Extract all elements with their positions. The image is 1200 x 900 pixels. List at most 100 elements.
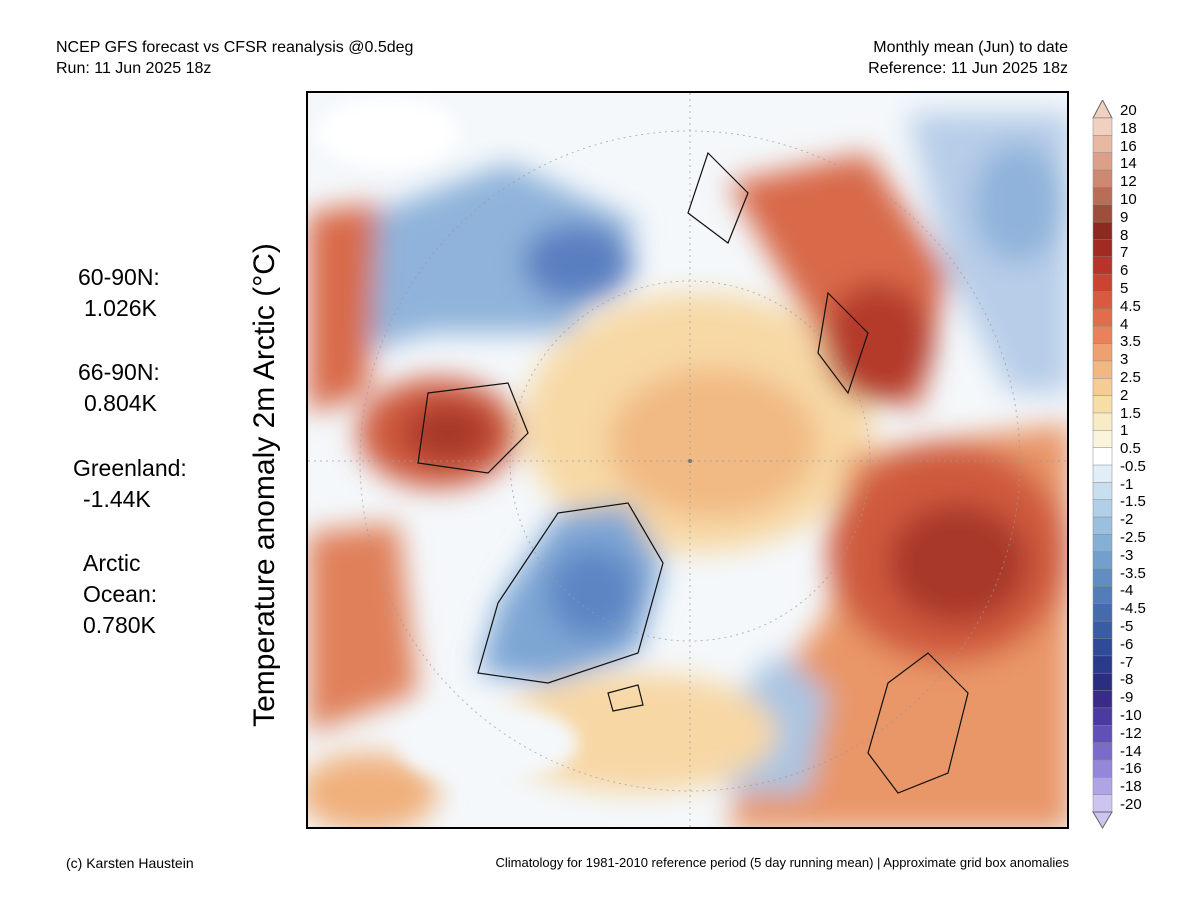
model-title: NCEP GFS forecast vs CFSR reanalysis @0.…	[56, 39, 414, 56]
period-title: Monthly mean (Jun) to date	[873, 39, 1068, 56]
colorbar-tick-label: 16	[1120, 137, 1137, 155]
colorbar-segment	[1092, 534, 1113, 553]
colorbar-tick-label: -4	[1120, 582, 1134, 600]
colorbar-segment	[1092, 169, 1113, 188]
stat-value: 0.780K	[83, 612, 156, 638]
colorbar-tick-label: -9	[1120, 689, 1134, 707]
colorbar-segment	[1092, 464, 1113, 483]
colorbar-tick-label: -18	[1120, 778, 1142, 796]
stat-greenland: Greenland: -1.44K	[73, 453, 187, 515]
colorbar-tick-label: 1	[1120, 422, 1129, 440]
colorbar-arrow-bottom	[1092, 811, 1113, 829]
colorbar-tick-label: -3.5	[1120, 564, 1146, 582]
colorbar-tick-label: 12	[1120, 173, 1137, 191]
colorbar-tick-label: 3.5	[1120, 333, 1141, 351]
colorbar-segment	[1092, 221, 1113, 240]
colorbar-tick-label: -1	[1120, 475, 1134, 493]
colorbar-segment	[1092, 603, 1113, 622]
colorbar-segment	[1092, 412, 1113, 431]
colorbar-tick-label: -0.5	[1120, 457, 1146, 475]
colorbar	[1092, 100, 1113, 829]
colorbar-segment	[1092, 568, 1113, 588]
colorbar-tick-label: 3	[1120, 351, 1129, 369]
colorbar-segment	[1092, 586, 1113, 605]
colorbar-tick-label: -3	[1120, 546, 1134, 564]
stat-label: Greenland:	[73, 455, 187, 481]
colorbar-tick-label: -2.5	[1120, 529, 1146, 547]
colorbar-segment	[1092, 378, 1113, 397]
colorbar-segment	[1092, 690, 1113, 709]
colorbar-tick-label: 4	[1120, 315, 1129, 333]
colorbar-tick-label: 10	[1120, 190, 1137, 208]
colorbar-tick-label: -12	[1120, 724, 1142, 742]
colorbar-tick-label: -16	[1120, 760, 1142, 778]
stat-arctic-ocean: Arctic Ocean: 0.780K	[83, 548, 157, 641]
colorbar-segment	[1092, 672, 1113, 692]
colorbar-segment	[1092, 655, 1113, 674]
colorbar-segment	[1092, 482, 1113, 501]
stat-label: 66-90N:	[78, 359, 160, 385]
copyright: (c) Karsten Haustein	[66, 855, 194, 871]
colorbar-segment	[1092, 759, 1113, 778]
stat-60-90n: 60-90N: 1.026K	[78, 262, 160, 324]
stat-label-line1: Arctic	[83, 550, 141, 576]
colorbar-tick-label: 2	[1120, 386, 1129, 404]
colorbar-segment	[1092, 308, 1113, 327]
colorbar-segment	[1092, 204, 1113, 223]
colorbar-segment	[1092, 777, 1113, 796]
colorbar-tick-label: 4.5	[1120, 297, 1141, 315]
run-time: Run: 11 Jun 2025 18z	[56, 60, 212, 77]
colorbar-segment	[1092, 343, 1113, 362]
stat-label: 60-90N:	[78, 264, 160, 290]
colorbar-segment	[1092, 256, 1113, 275]
colorbar-segment	[1092, 447, 1113, 466]
colorbar-segment	[1092, 742, 1113, 761]
anomaly-map	[306, 91, 1069, 829]
header-left: NCEP GFS forecast vs CFSR reanalysis @0.…	[56, 37, 413, 79]
colorbar-tick-label: 9	[1120, 208, 1129, 226]
colorbar-tick-label: 2.5	[1120, 368, 1141, 386]
colorbar-tick-label: 1.5	[1120, 404, 1141, 422]
colorbar-arrow-top	[1092, 100, 1113, 119]
colorbar-tick-label: 0.5	[1120, 440, 1141, 458]
colorbar-tick-label: -6	[1120, 635, 1134, 653]
colorbar-tick-label: 18	[1120, 119, 1137, 137]
stat-value: 1.026K	[84, 295, 157, 321]
y-axis-label: Temperature anomaly 2m Arctic (°C)	[248, 243, 281, 727]
colorbar-segment	[1092, 152, 1113, 171]
colorbar-segment	[1092, 794, 1113, 813]
colorbar-tick-label: -20	[1120, 796, 1142, 813]
colorbar-tick-label: -2	[1120, 511, 1134, 529]
stat-value: -1.44K	[83, 486, 151, 512]
colorbar-segment	[1092, 135, 1113, 154]
colorbar-tick-label: 7	[1120, 244, 1129, 262]
colorbar-segment	[1092, 360, 1113, 379]
colorbar-tick-label: 20	[1120, 102, 1137, 119]
colorbar-segment	[1092, 325, 1113, 345]
colorbar-tick-label: -8	[1120, 671, 1134, 689]
header-right: Monthly mean (Jun) to date Reference: 11…	[868, 37, 1068, 79]
colorbar-tick-label: -10	[1120, 707, 1142, 725]
colorbar-segment	[1092, 273, 1113, 293]
colorbar-segment	[1092, 620, 1113, 640]
colorbar-tick-label: -14	[1120, 742, 1142, 760]
colorbar-segment	[1092, 725, 1113, 744]
colorbar-segment	[1092, 395, 1113, 414]
colorbar-tick-label: -7	[1120, 653, 1134, 671]
colorbar-tick-label: 6	[1120, 262, 1129, 280]
colorbar-segment	[1092, 638, 1113, 657]
stat-66-90n: 66-90N: 0.804K	[78, 357, 160, 419]
colorbar-segment	[1092, 707, 1113, 726]
colorbar-segment	[1092, 430, 1113, 449]
colorbar-tick-label: 8	[1120, 226, 1129, 244]
colorbar-segment	[1092, 117, 1113, 136]
colorbar-tick-label: -4.5	[1120, 600, 1146, 618]
footnote: Climatology for 1981-2010 reference peri…	[495, 855, 1069, 870]
colorbar-tick-label: -5	[1120, 618, 1134, 636]
colorbar-segment	[1092, 516, 1113, 535]
colorbar-segment	[1092, 239, 1113, 258]
colorbar-segment	[1092, 499, 1113, 518]
colorbar-tick-label: 14	[1120, 155, 1137, 173]
colorbar-segment	[1092, 551, 1113, 570]
colorbar-tick-label: -1.5	[1120, 493, 1146, 511]
